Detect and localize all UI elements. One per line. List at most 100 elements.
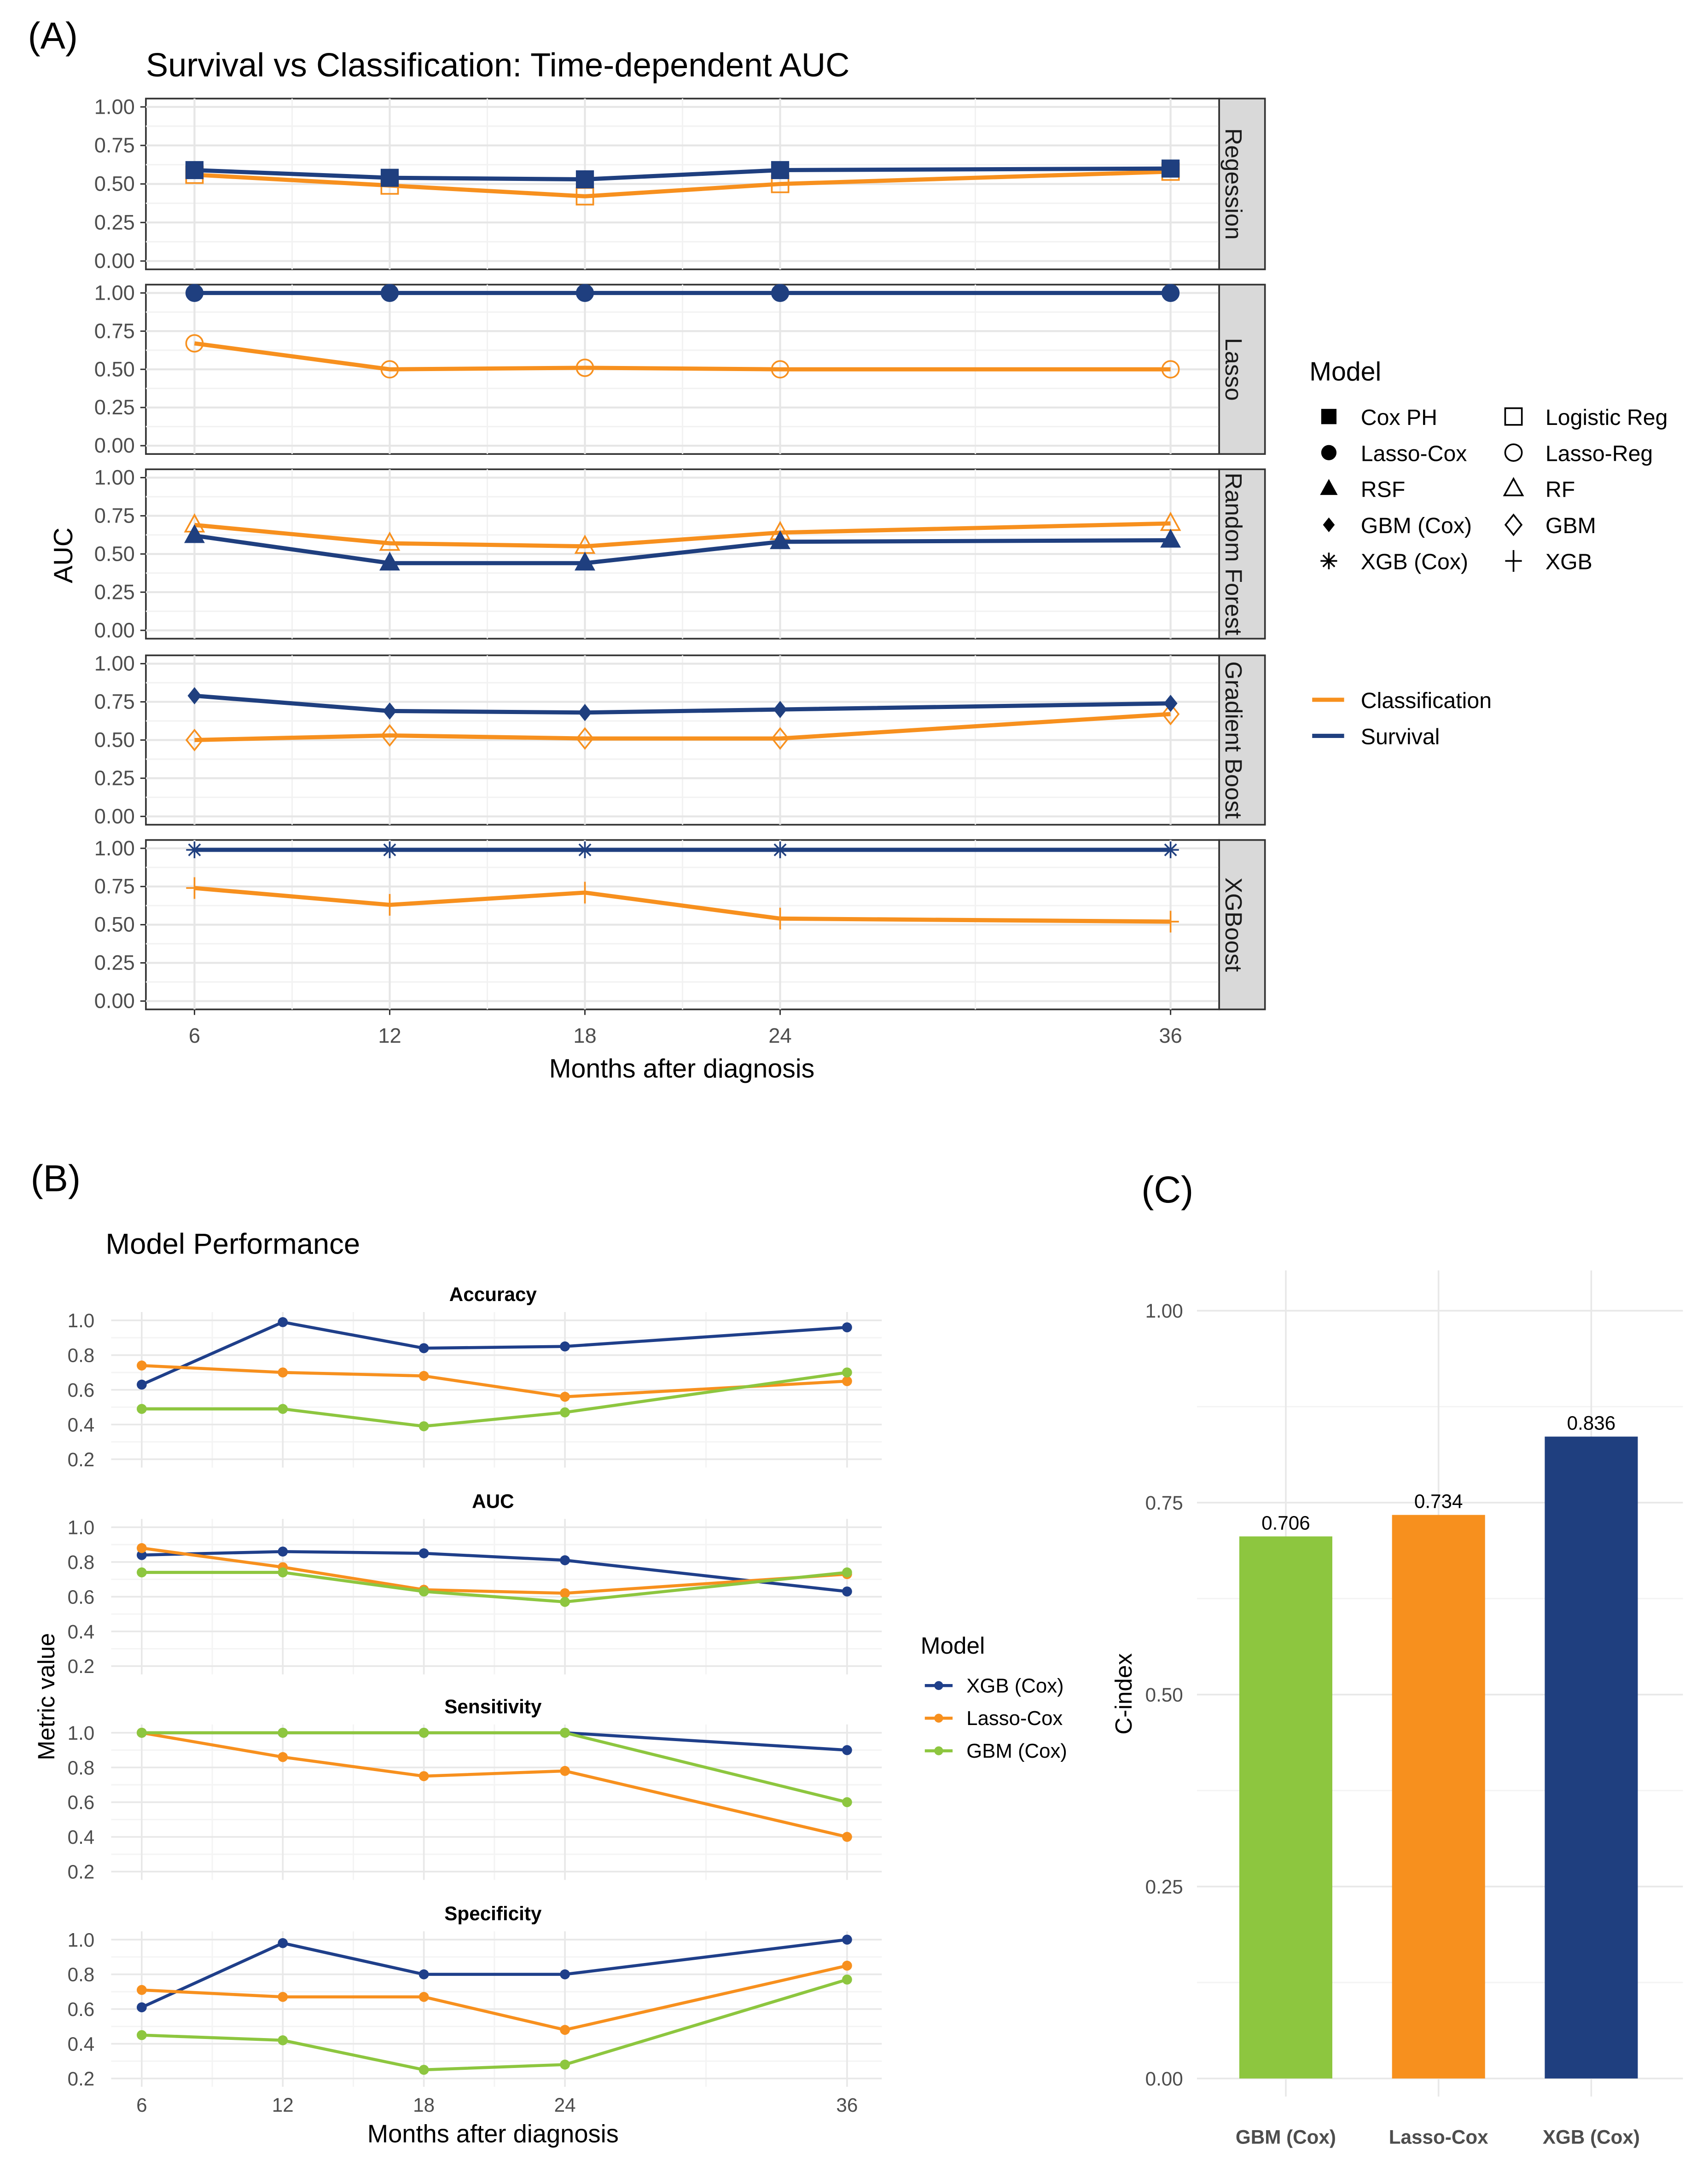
y-axis-label: Metric value	[33, 1633, 59, 1760]
facet-accuracy: Accuracy 0.2 0.4 0.6 0.8 1.0	[68, 1284, 882, 1470]
legend-symbol	[1323, 517, 1335, 532]
data-point	[278, 1567, 288, 1578]
y-tick-label: 0.25	[94, 210, 135, 234]
y-tick-label: 0.75	[94, 134, 135, 157]
y-tick-label: 0.25	[94, 766, 135, 790]
data-point	[418, 1969, 429, 1980]
y-tick-label: 0.8	[68, 1551, 95, 1573]
facet-1: 0.00 0.25 0.50 0.75 1.00 Lasso	[94, 281, 1266, 457]
data-point	[560, 1727, 570, 1738]
facet-strip-label: Random Forest	[1220, 473, 1247, 635]
x-tick-label: 36	[836, 2094, 858, 2116]
facet-4: 0.00 0.25 0.50 0.75 1.00 XGBoost	[94, 836, 1266, 1013]
data-point	[771, 284, 790, 302]
x-tick-label: 24	[768, 1024, 791, 1047]
y-tick-label: 0.8	[68, 1757, 95, 1778]
x-tick-label: 24	[554, 2094, 576, 2116]
data-point	[771, 360, 790, 379]
legend-label: Classification	[1361, 688, 1492, 713]
facet-strip-label: Lasso	[1220, 338, 1247, 401]
y-tick-label: 1.00	[94, 281, 135, 304]
data-point	[576, 841, 593, 859]
series-line-rf	[194, 521, 1171, 549]
legend-label: Lasso-Cox	[966, 1707, 1063, 1730]
data-point	[381, 894, 398, 916]
y-tick-label: 0.25	[1145, 1876, 1183, 1898]
data-point	[1160, 529, 1181, 548]
legend-symbol	[1505, 550, 1522, 572]
facet-title: Accuracy	[449, 1284, 537, 1305]
legend-label: Logistic Reg	[1545, 405, 1668, 430]
y-tick-label: 0.75	[94, 504, 135, 527]
data-point	[842, 1745, 852, 1755]
data-point	[187, 687, 202, 704]
data-point	[379, 552, 400, 571]
legend-label: RF	[1545, 477, 1575, 502]
x-tick-label: 6	[189, 1024, 200, 1047]
facet-strip	[1218, 468, 1266, 640]
y-tick-label: 0.50	[94, 728, 135, 752]
y-tick-label: 1.00	[1145, 1300, 1183, 1322]
data-point	[185, 284, 204, 302]
data-point	[560, 1588, 570, 1598]
x-tick-label: 6	[136, 2094, 147, 2116]
data-point	[278, 1404, 288, 1414]
panel-label-c: (C)	[1141, 1169, 1193, 1211]
data-point	[842, 1322, 852, 1333]
data-point	[842, 1586, 852, 1597]
legend-title: Model	[921, 1632, 985, 1659]
data-point	[771, 727, 790, 750]
data-point	[136, 1727, 147, 1738]
data-point	[380, 360, 399, 379]
y-tick-label: 0.00	[94, 618, 135, 642]
legend-title: Model	[1309, 357, 1381, 386]
data-point	[560, 2025, 570, 2035]
data-point	[278, 1938, 288, 1948]
panel-c: (C) 0.00 0.25 0.50 0.75 1.00 0.706 GBM (Cox) 0.7…	[1110, 1169, 1683, 2148]
bar-value-label: 0.706	[1261, 1512, 1310, 1533]
facet-strip	[1218, 654, 1266, 826]
y-tick-label: 1.00	[94, 466, 135, 489]
data-point	[380, 168, 399, 187]
data-point	[186, 841, 203, 859]
data-point	[418, 1586, 429, 1597]
data-point	[418, 1343, 429, 1353]
data-point	[380, 724, 399, 747]
y-tick-label: 0.75	[94, 319, 135, 343]
legend-symbol	[1504, 443, 1523, 462]
data-point	[560, 1597, 570, 1607]
x-axis-label: Months after diagnosis	[549, 1054, 814, 1083]
y-tick-label: 0.75	[1145, 1492, 1183, 1514]
data-point	[1161, 360, 1180, 379]
y-axis-label: AUC	[49, 528, 78, 583]
data-point	[136, 2030, 147, 2040]
data-point	[136, 1360, 147, 1371]
y-tick-label: 0.00	[94, 434, 135, 457]
legend-symbol	[1503, 477, 1524, 496]
y-tick-label: 0.75	[94, 875, 135, 898]
facet-strip-label: Regession	[1220, 128, 1247, 239]
legend-label: Survival	[1361, 725, 1440, 749]
y-tick-label: 1.0	[68, 1722, 95, 1744]
data-point	[575, 359, 594, 377]
y-tick-label: 0.00	[94, 804, 135, 828]
legend-label: XGB	[1545, 550, 1592, 575]
y-tick-label: 0.2	[68, 2068, 95, 2090]
x-tick-label: 12	[378, 1024, 401, 1047]
x-tick-label: Lasso-Cox	[1389, 2126, 1488, 2148]
facet-auc: AUC 0.2 0.4 0.6 0.8 1.0	[68, 1490, 882, 1677]
data-point	[560, 2059, 570, 2070]
legend-symbol	[1321, 409, 1337, 424]
legend-point	[934, 1746, 943, 1755]
series-line-logistic-reg	[194, 169, 1171, 198]
y-tick-label: 0.6	[68, 1792, 95, 1813]
chart-title-b: Model Performance	[105, 1228, 360, 1260]
y-tick-label: 1.0	[68, 1517, 95, 1539]
y-tick-label: 0.8	[68, 1964, 95, 1986]
data-point	[418, 1992, 429, 2002]
x-tick-label: 18	[573, 1024, 596, 1047]
data-point	[560, 1766, 570, 1776]
data-point	[560, 1969, 570, 1980]
data-point	[136, 1550, 147, 1560]
facet-strip	[1218, 284, 1266, 455]
